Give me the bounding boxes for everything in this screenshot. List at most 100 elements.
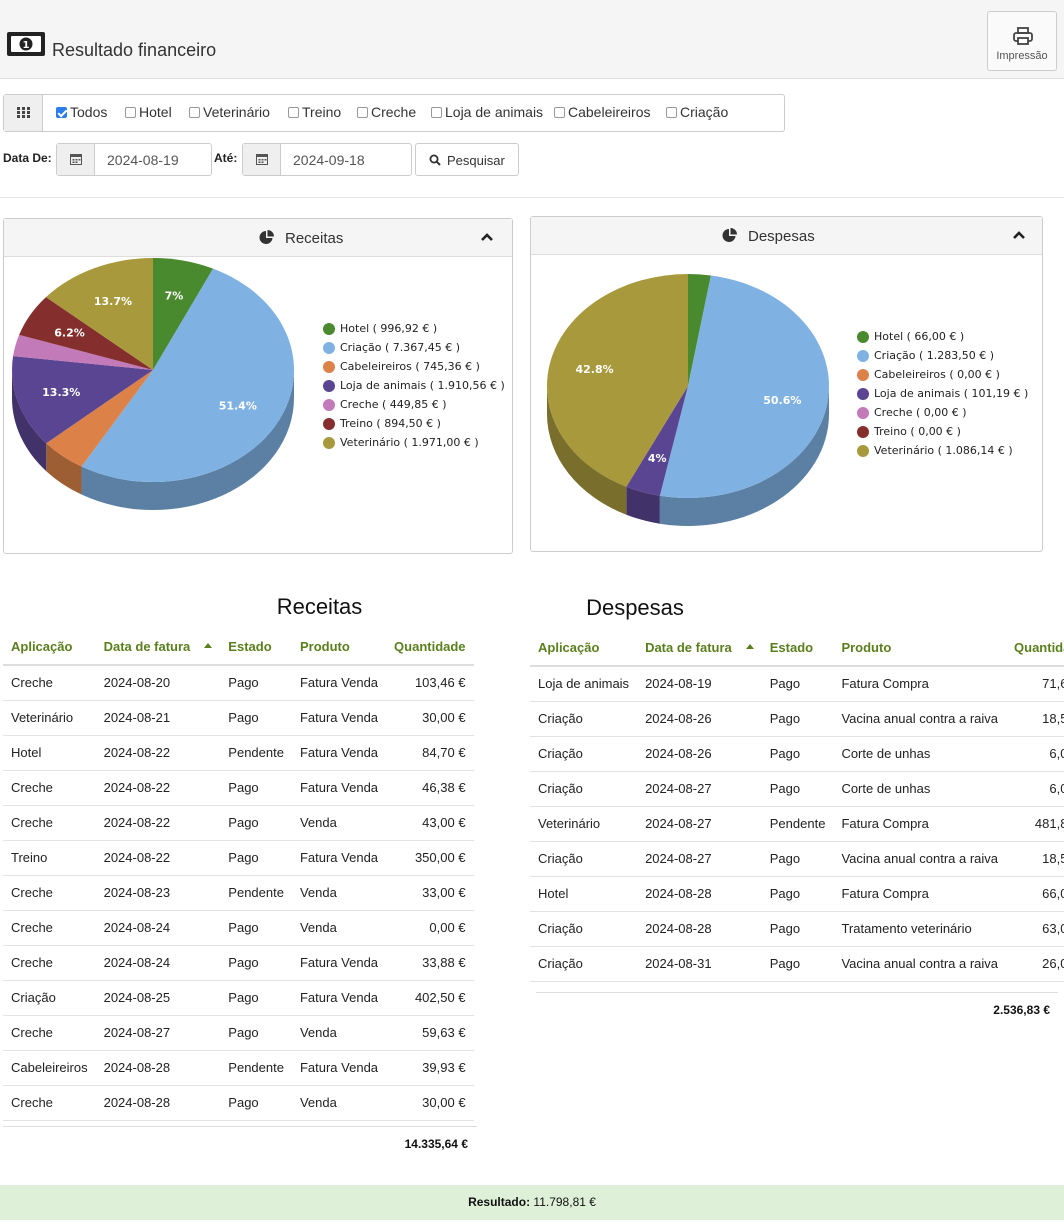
col-estado[interactable]: Estado bbox=[761, 629, 834, 667]
legend-item[interactable]: Hotel ( 66,00 € ) bbox=[857, 327, 1028, 346]
calendar-button[interactable] bbox=[243, 144, 281, 175]
checkbox[interactable] bbox=[189, 106, 200, 118]
checkbox[interactable] bbox=[288, 106, 299, 118]
table-row[interactable]: Veterinário 2024-08-21 Pago Fatura Venda 30,… bbox=[3, 700, 474, 736]
legend-label: Treino ( 0,00 € ) bbox=[874, 425, 961, 438]
legend-item[interactable]: Criação ( 7.367,45 € ) bbox=[323, 338, 505, 357]
legend-item[interactable]: Loja de animais ( 1.910,56 € ) bbox=[323, 376, 505, 395]
table-row[interactable]: Creche 2024-08-23 Pendente Venda 33,00 € bbox=[3, 875, 474, 911]
legend-swatch bbox=[857, 406, 869, 419]
table-row[interactable]: Creche 2024-08-24 Pago Fatura Venda 33,88 € bbox=[3, 945, 474, 981]
table-row[interactable]: Loja de animais 2024-08-19 Pago Fatura Comp… bbox=[530, 666, 1064, 702]
filter-treino[interactable]: Treino bbox=[288, 104, 341, 120]
panel-title: Receitas bbox=[285, 230, 344, 247]
legend-item[interactable]: Treino ( 894,50 € ) bbox=[323, 414, 505, 433]
filter-todos[interactable]: Todos bbox=[56, 104, 107, 120]
table-row[interactable]: Criação 2024-08-31 Pago Vacina anual contra… bbox=[530, 946, 1064, 982]
checkbox[interactable] bbox=[554, 106, 565, 118]
col-estado[interactable]: Estado bbox=[220, 628, 292, 666]
checkbox[interactable] bbox=[56, 106, 67, 118]
col-produto[interactable]: Produto bbox=[833, 629, 1007, 667]
cell-estado: Pendente bbox=[220, 875, 292, 911]
cell-estado: Pago bbox=[761, 701, 834, 737]
panel-header: Despesas bbox=[531, 217, 1042, 255]
legend-item[interactable]: Treino ( 0,00 € ) bbox=[857, 422, 1028, 441]
checkbox[interactable] bbox=[125, 106, 136, 118]
chevron-up-icon[interactable] bbox=[480, 232, 494, 242]
legend-item[interactable]: Loja de animais ( 101,19 € ) bbox=[857, 384, 1028, 403]
pie-slice[interactable] bbox=[11, 356, 154, 444]
legend-item[interactable]: Hotel ( 996,92 € ) bbox=[323, 319, 505, 338]
date-from-field[interactable]: 2024-08-19 bbox=[56, 143, 212, 176]
filter-creche[interactable]: Creche bbox=[357, 104, 416, 120]
pie-slice[interactable] bbox=[19, 297, 153, 370]
col-data-de-fatura[interactable]: Data de fatura bbox=[95, 628, 221, 666]
grid-toggle-button[interactable] bbox=[4, 95, 43, 131]
table-row[interactable]: Criação 2024-08-26 Pago Vacina anual contra… bbox=[530, 701, 1064, 737]
pie-slice[interactable] bbox=[153, 258, 214, 370]
checkbox[interactable] bbox=[357, 106, 368, 118]
legend-item[interactable]: Creche ( 449,85 € ) bbox=[323, 395, 505, 414]
pie-slice[interactable] bbox=[659, 275, 829, 498]
col-quantidade[interactable]: Quantidade bbox=[386, 628, 474, 666]
date-to-field[interactable]: 2024-09-18 bbox=[242, 143, 412, 176]
pie-slice[interactable] bbox=[45, 258, 153, 370]
pie-slice[interactable] bbox=[13, 334, 153, 370]
filter-hotel[interactable]: Hotel bbox=[125, 104, 172, 120]
legend-swatch bbox=[323, 417, 335, 430]
col-aplicacao[interactable]: Aplicação bbox=[3, 628, 96, 666]
calendar-button[interactable] bbox=[57, 144, 95, 175]
legend-item[interactable]: Criação ( 1.283,50 € ) bbox=[857, 346, 1028, 365]
filter-loja-de-animais[interactable]: Loja de animais bbox=[431, 104, 543, 120]
cell-aplicacao: Veterinário bbox=[530, 806, 638, 842]
filter-veterinario[interactable]: Veterinário bbox=[189, 104, 270, 120]
table-row[interactable]: Creche 2024-08-22 Pago Fatura Venda 46,38 € bbox=[3, 770, 474, 806]
table-row[interactable]: Creche 2024-08-28 Pago Venda 30,00 € bbox=[3, 1085, 474, 1121]
checkbox[interactable] bbox=[666, 106, 677, 118]
table-row[interactable]: Creche 2024-08-20 Pago Fatura Venda 103,46 € bbox=[3, 665, 474, 701]
print-button[interactable]: Impressão bbox=[987, 11, 1057, 71]
legend-item[interactable]: Cabeleireiros ( 0,00 € ) bbox=[857, 365, 1028, 384]
col-quantidade[interactable]: Quantidade bbox=[1006, 629, 1064, 667]
table-row[interactable]: Criação 2024-08-27 Pago Vacina anual contra… bbox=[530, 841, 1064, 877]
table-row[interactable]: Criação 2024-08-28 Pago Tratamento veteriná… bbox=[530, 911, 1064, 947]
pie-slice[interactable] bbox=[688, 274, 711, 386]
chevron-up-icon[interactable] bbox=[1012, 230, 1026, 240]
pie-slice-label: 6.2% bbox=[54, 327, 85, 340]
filter-criacao[interactable]: Criação bbox=[666, 104, 728, 120]
col-produto[interactable]: Produto bbox=[291, 628, 387, 666]
table-row[interactable]: Cabeleireiros 2024-08-28 Pendente Fatura Ve… bbox=[3, 1050, 474, 1086]
date-to-value[interactable]: 2024-09-18 bbox=[293, 152, 365, 168]
pie-slice[interactable] bbox=[547, 274, 688, 487]
pie-slice[interactable] bbox=[46, 370, 153, 467]
col-aplicacao[interactable]: Aplicação bbox=[530, 629, 638, 667]
pie-slice[interactable] bbox=[626, 386, 688, 496]
checkbox[interactable] bbox=[431, 106, 442, 118]
filter-cabeleireiros[interactable]: Cabeleireiros bbox=[554, 104, 650, 120]
table-row[interactable]: Creche 2024-08-24 Pago Venda 0,00 € bbox=[3, 910, 474, 946]
legend-item[interactable]: Creche ( 0,00 € ) bbox=[857, 403, 1028, 422]
legend-item[interactable]: Veterinário ( 1.971,00 € ) bbox=[323, 433, 505, 452]
calendar-icon bbox=[70, 154, 82, 165]
table-row[interactable]: Criação 2024-08-25 Pago Fatura Venda 402,50 … bbox=[3, 980, 474, 1016]
legend-item[interactable]: Veterinário ( 1.086,14 € ) bbox=[857, 441, 1028, 460]
pie-slice[interactable] bbox=[81, 268, 294, 482]
legend-item[interactable]: Cabeleireiros ( 745,36 € ) bbox=[323, 357, 505, 376]
legend-label: Criação ( 7.367,45 € ) bbox=[340, 341, 461, 354]
cell-aplicacao: Creche bbox=[3, 910, 96, 946]
table-row[interactable]: Hotel 2024-08-22 Pendente Fatura Venda 84,70… bbox=[3, 735, 474, 771]
table-row[interactable]: Creche 2024-08-27 Pago Venda 59,63 € bbox=[3, 1015, 474, 1051]
date-from-value[interactable]: 2024-08-19 bbox=[107, 152, 179, 168]
despesas-total: 2.536,83 € bbox=[993, 1003, 1050, 1017]
table-row[interactable]: Treino 2024-08-22 Pago Fatura Venda 350,00 € bbox=[3, 840, 474, 876]
table-row[interactable]: Creche 2024-08-22 Pago Venda 43,00 € bbox=[3, 805, 474, 841]
col-data-de-fatura[interactable]: Data de fatura bbox=[637, 629, 762, 667]
cell-produto: Fatura Compra bbox=[833, 806, 1007, 842]
search-button[interactable]: Pesquisar bbox=[415, 143, 519, 176]
cell-data: 2024-08-22 bbox=[95, 770, 221, 806]
table-row[interactable]: Veterinário 2024-08-27 Pendente Fatura Comp… bbox=[530, 806, 1064, 842]
cell-quantidade: 0,00 € bbox=[386, 910, 474, 946]
